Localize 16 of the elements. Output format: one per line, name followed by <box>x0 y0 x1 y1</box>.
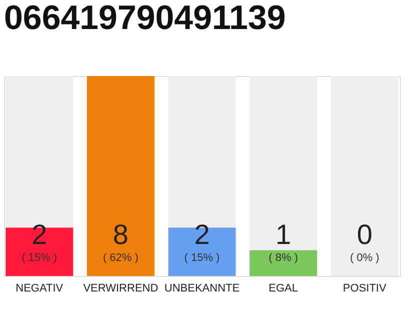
data-label: ( 15% ) <box>184 252 220 264</box>
x-tick-label: POSITIV <box>342 282 387 294</box>
x-tick-label: UNBEKANNTE <box>164 282 240 294</box>
chart-title: 066419790491139 <box>4 0 286 37</box>
data-label: ( 62% ) <box>102 252 138 264</box>
annotation: 2 <box>194 219 210 250</box>
data-label: ( 15% ) <box>22 252 58 264</box>
x-tick-label: NEGATIV <box>16 282 64 294</box>
data-label: ( 8% ) <box>268 252 298 264</box>
annotation: 1 <box>276 219 292 250</box>
data-label: ( 0% ) <box>350 252 380 264</box>
x-tick-label: EGAL <box>268 282 298 294</box>
annotation: 0 <box>356 219 372 250</box>
annotation: 8 <box>112 219 128 250</box>
annotation: 2 <box>32 219 48 250</box>
x-tick-label: VERWIRREND <box>83 282 158 294</box>
